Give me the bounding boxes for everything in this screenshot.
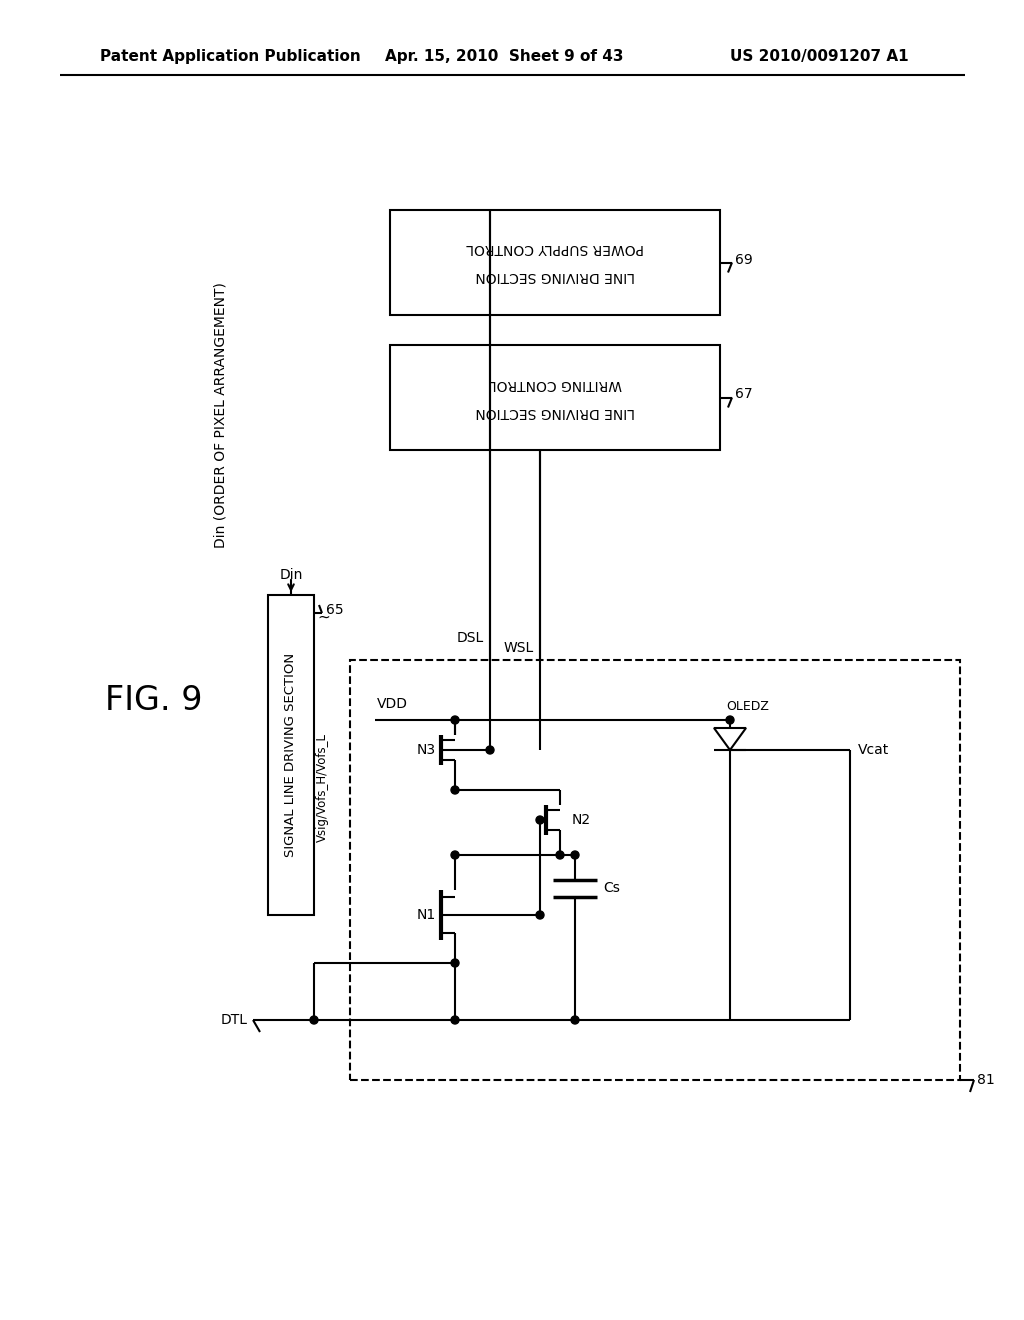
Text: ~: ~ bbox=[317, 610, 330, 624]
Text: Apr. 15, 2010  Sheet 9 of 43: Apr. 15, 2010 Sheet 9 of 43 bbox=[385, 49, 624, 65]
Circle shape bbox=[451, 715, 459, 723]
Circle shape bbox=[310, 1016, 318, 1024]
Text: FIG. 9: FIG. 9 bbox=[105, 684, 203, 717]
Bar bbox=[390, 345, 720, 450]
Text: N2: N2 bbox=[572, 813, 591, 828]
Text: Din: Din bbox=[280, 568, 303, 582]
Text: N3: N3 bbox=[417, 743, 436, 756]
Text: LINE DRIVING SECTION: LINE DRIVING SECTION bbox=[475, 404, 635, 418]
Circle shape bbox=[451, 1016, 459, 1024]
Text: Patent Application Publication: Patent Application Publication bbox=[100, 49, 360, 65]
Text: 81: 81 bbox=[977, 1073, 994, 1086]
Text: OLEDZ: OLEDZ bbox=[726, 700, 769, 713]
Circle shape bbox=[571, 1016, 579, 1024]
Text: 65: 65 bbox=[326, 603, 344, 616]
Circle shape bbox=[726, 715, 734, 723]
Circle shape bbox=[536, 816, 544, 824]
Circle shape bbox=[451, 851, 459, 859]
Circle shape bbox=[571, 851, 579, 859]
Circle shape bbox=[536, 911, 544, 919]
Text: Din (ORDER OF PIXEL ARRANGEMENT): Din (ORDER OF PIXEL ARRANGEMENT) bbox=[213, 282, 227, 548]
Bar bbox=[390, 210, 720, 315]
Text: SIGNAL LINE DRIVING SECTION: SIGNAL LINE DRIVING SECTION bbox=[285, 653, 298, 857]
Text: Vcat: Vcat bbox=[858, 743, 889, 756]
Circle shape bbox=[451, 785, 459, 795]
Text: LINE DRIVING SECTION: LINE DRIVING SECTION bbox=[475, 269, 635, 284]
Text: 67: 67 bbox=[735, 388, 753, 401]
Circle shape bbox=[556, 851, 564, 859]
Circle shape bbox=[486, 746, 494, 754]
Text: Cs: Cs bbox=[603, 880, 620, 895]
Text: Vsig/Vofs_H/Vofs_L: Vsig/Vofs_H/Vofs_L bbox=[315, 733, 329, 842]
Bar bbox=[350, 660, 961, 1080]
Text: DSL: DSL bbox=[457, 631, 484, 645]
Bar bbox=[268, 595, 314, 915]
Text: POWER SUPPLY CONTROL: POWER SUPPLY CONTROL bbox=[466, 242, 644, 256]
Text: DTL: DTL bbox=[221, 1012, 248, 1027]
Text: 69: 69 bbox=[735, 252, 753, 267]
Text: US 2010/0091207 A1: US 2010/0091207 A1 bbox=[730, 49, 908, 65]
Text: WSL: WSL bbox=[504, 642, 534, 655]
Text: WRITING CONTROL: WRITING CONTROL bbox=[488, 376, 622, 391]
Text: VDD: VDD bbox=[377, 697, 408, 711]
Text: N1: N1 bbox=[417, 908, 436, 921]
Circle shape bbox=[451, 960, 459, 968]
